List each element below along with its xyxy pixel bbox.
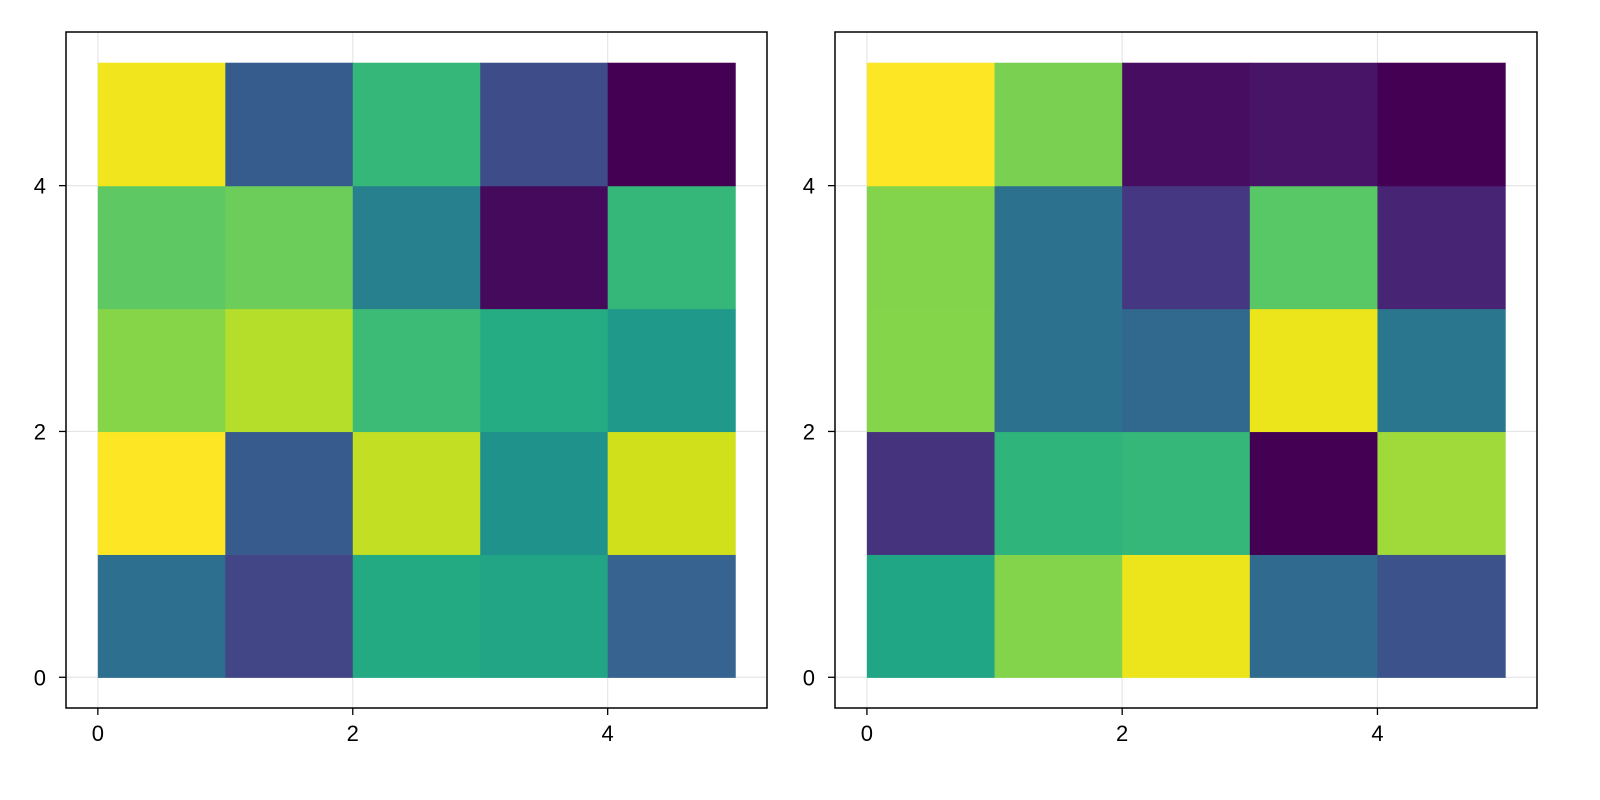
heatmap-cell bbox=[352, 185, 481, 310]
heatmap-cell bbox=[866, 554, 996, 678]
heatmap-cell bbox=[1249, 308, 1379, 433]
axis-frame bbox=[65, 31, 768, 709]
heatmap-cell bbox=[1377, 431, 1506, 555]
axis-frame bbox=[834, 31, 1538, 709]
heatmap-cell bbox=[994, 308, 1123, 433]
y-tick-label: 4 bbox=[803, 174, 815, 199]
heatmap-cell bbox=[1377, 185, 1506, 310]
heatmap-cell bbox=[607, 185, 736, 310]
heatmap-cell bbox=[607, 431, 736, 555]
heatmap-cell bbox=[994, 554, 1123, 678]
heatmap-cell bbox=[607, 62, 736, 187]
heatmap-panel-2: 0 2 4 0 2 4 bbox=[803, 31, 1538, 746]
x-tick-label: 4 bbox=[1371, 721, 1383, 746]
heatmap-cell bbox=[1377, 554, 1506, 678]
heatmap-cell bbox=[352, 431, 481, 555]
heatmap-cell bbox=[1249, 62, 1379, 187]
x-tick-label: 0 bbox=[861, 721, 873, 746]
x-tick-label: 2 bbox=[1116, 721, 1128, 746]
heatmap-cell bbox=[1122, 431, 1251, 555]
y-tick-label: 0 bbox=[803, 665, 815, 690]
heatmap-cell bbox=[97, 185, 226, 310]
heatmap-cell bbox=[225, 554, 354, 678]
heatmap-cell bbox=[352, 308, 481, 433]
x-tick-label: 0 bbox=[92, 721, 104, 746]
heatmap-cell bbox=[1249, 431, 1379, 555]
heatmap-cell bbox=[352, 62, 481, 187]
y-tick-label: 2 bbox=[34, 419, 46, 444]
x-tick-label: 4 bbox=[602, 721, 614, 746]
heatmap-cell bbox=[480, 554, 609, 678]
heatmap-cell bbox=[225, 62, 354, 187]
heatmap-cell bbox=[480, 62, 609, 187]
heatmap-cell bbox=[1249, 185, 1379, 310]
heatmap-cell bbox=[1122, 62, 1251, 187]
y-tick-label: 2 bbox=[803, 419, 815, 444]
heatmap-cell bbox=[480, 431, 609, 555]
heatmap-cell bbox=[225, 308, 354, 433]
x-tick-label: 2 bbox=[347, 721, 359, 746]
heatmap-cell bbox=[352, 554, 481, 678]
heatmap-cell bbox=[866, 308, 996, 433]
heatmap-cell bbox=[97, 308, 226, 433]
heatmap-panel-1: 0 2 4 0 2 4 bbox=[34, 31, 768, 746]
heatmap-cell bbox=[225, 431, 354, 555]
heatmap-cell bbox=[1249, 554, 1379, 678]
heatmap-cell bbox=[97, 62, 226, 187]
heatmap-cell bbox=[994, 185, 1123, 310]
heatmap-cell bbox=[607, 308, 736, 433]
heatmap-cell bbox=[1122, 308, 1251, 433]
heatmap-cell bbox=[225, 185, 354, 310]
heatmap-cell bbox=[97, 554, 226, 678]
heatmap-cell bbox=[97, 431, 226, 555]
heatmap-cell bbox=[480, 185, 609, 310]
heatmap-cell bbox=[1122, 554, 1251, 678]
heatmap-cell bbox=[1122, 185, 1251, 310]
heatmap-cell bbox=[994, 62, 1123, 187]
y-tick-label: 4 bbox=[34, 174, 46, 199]
heatmap-cell bbox=[866, 185, 996, 310]
heatmap-cell bbox=[1377, 62, 1506, 187]
heatmap-cell bbox=[994, 431, 1123, 555]
heatmap-cell bbox=[607, 554, 736, 678]
heatmap-cell bbox=[1377, 308, 1506, 433]
heatmap-cell bbox=[866, 62, 996, 187]
y-tick-label: 0 bbox=[34, 665, 46, 690]
heatmap-cell bbox=[866, 431, 996, 555]
heatmap-cell bbox=[480, 308, 609, 433]
